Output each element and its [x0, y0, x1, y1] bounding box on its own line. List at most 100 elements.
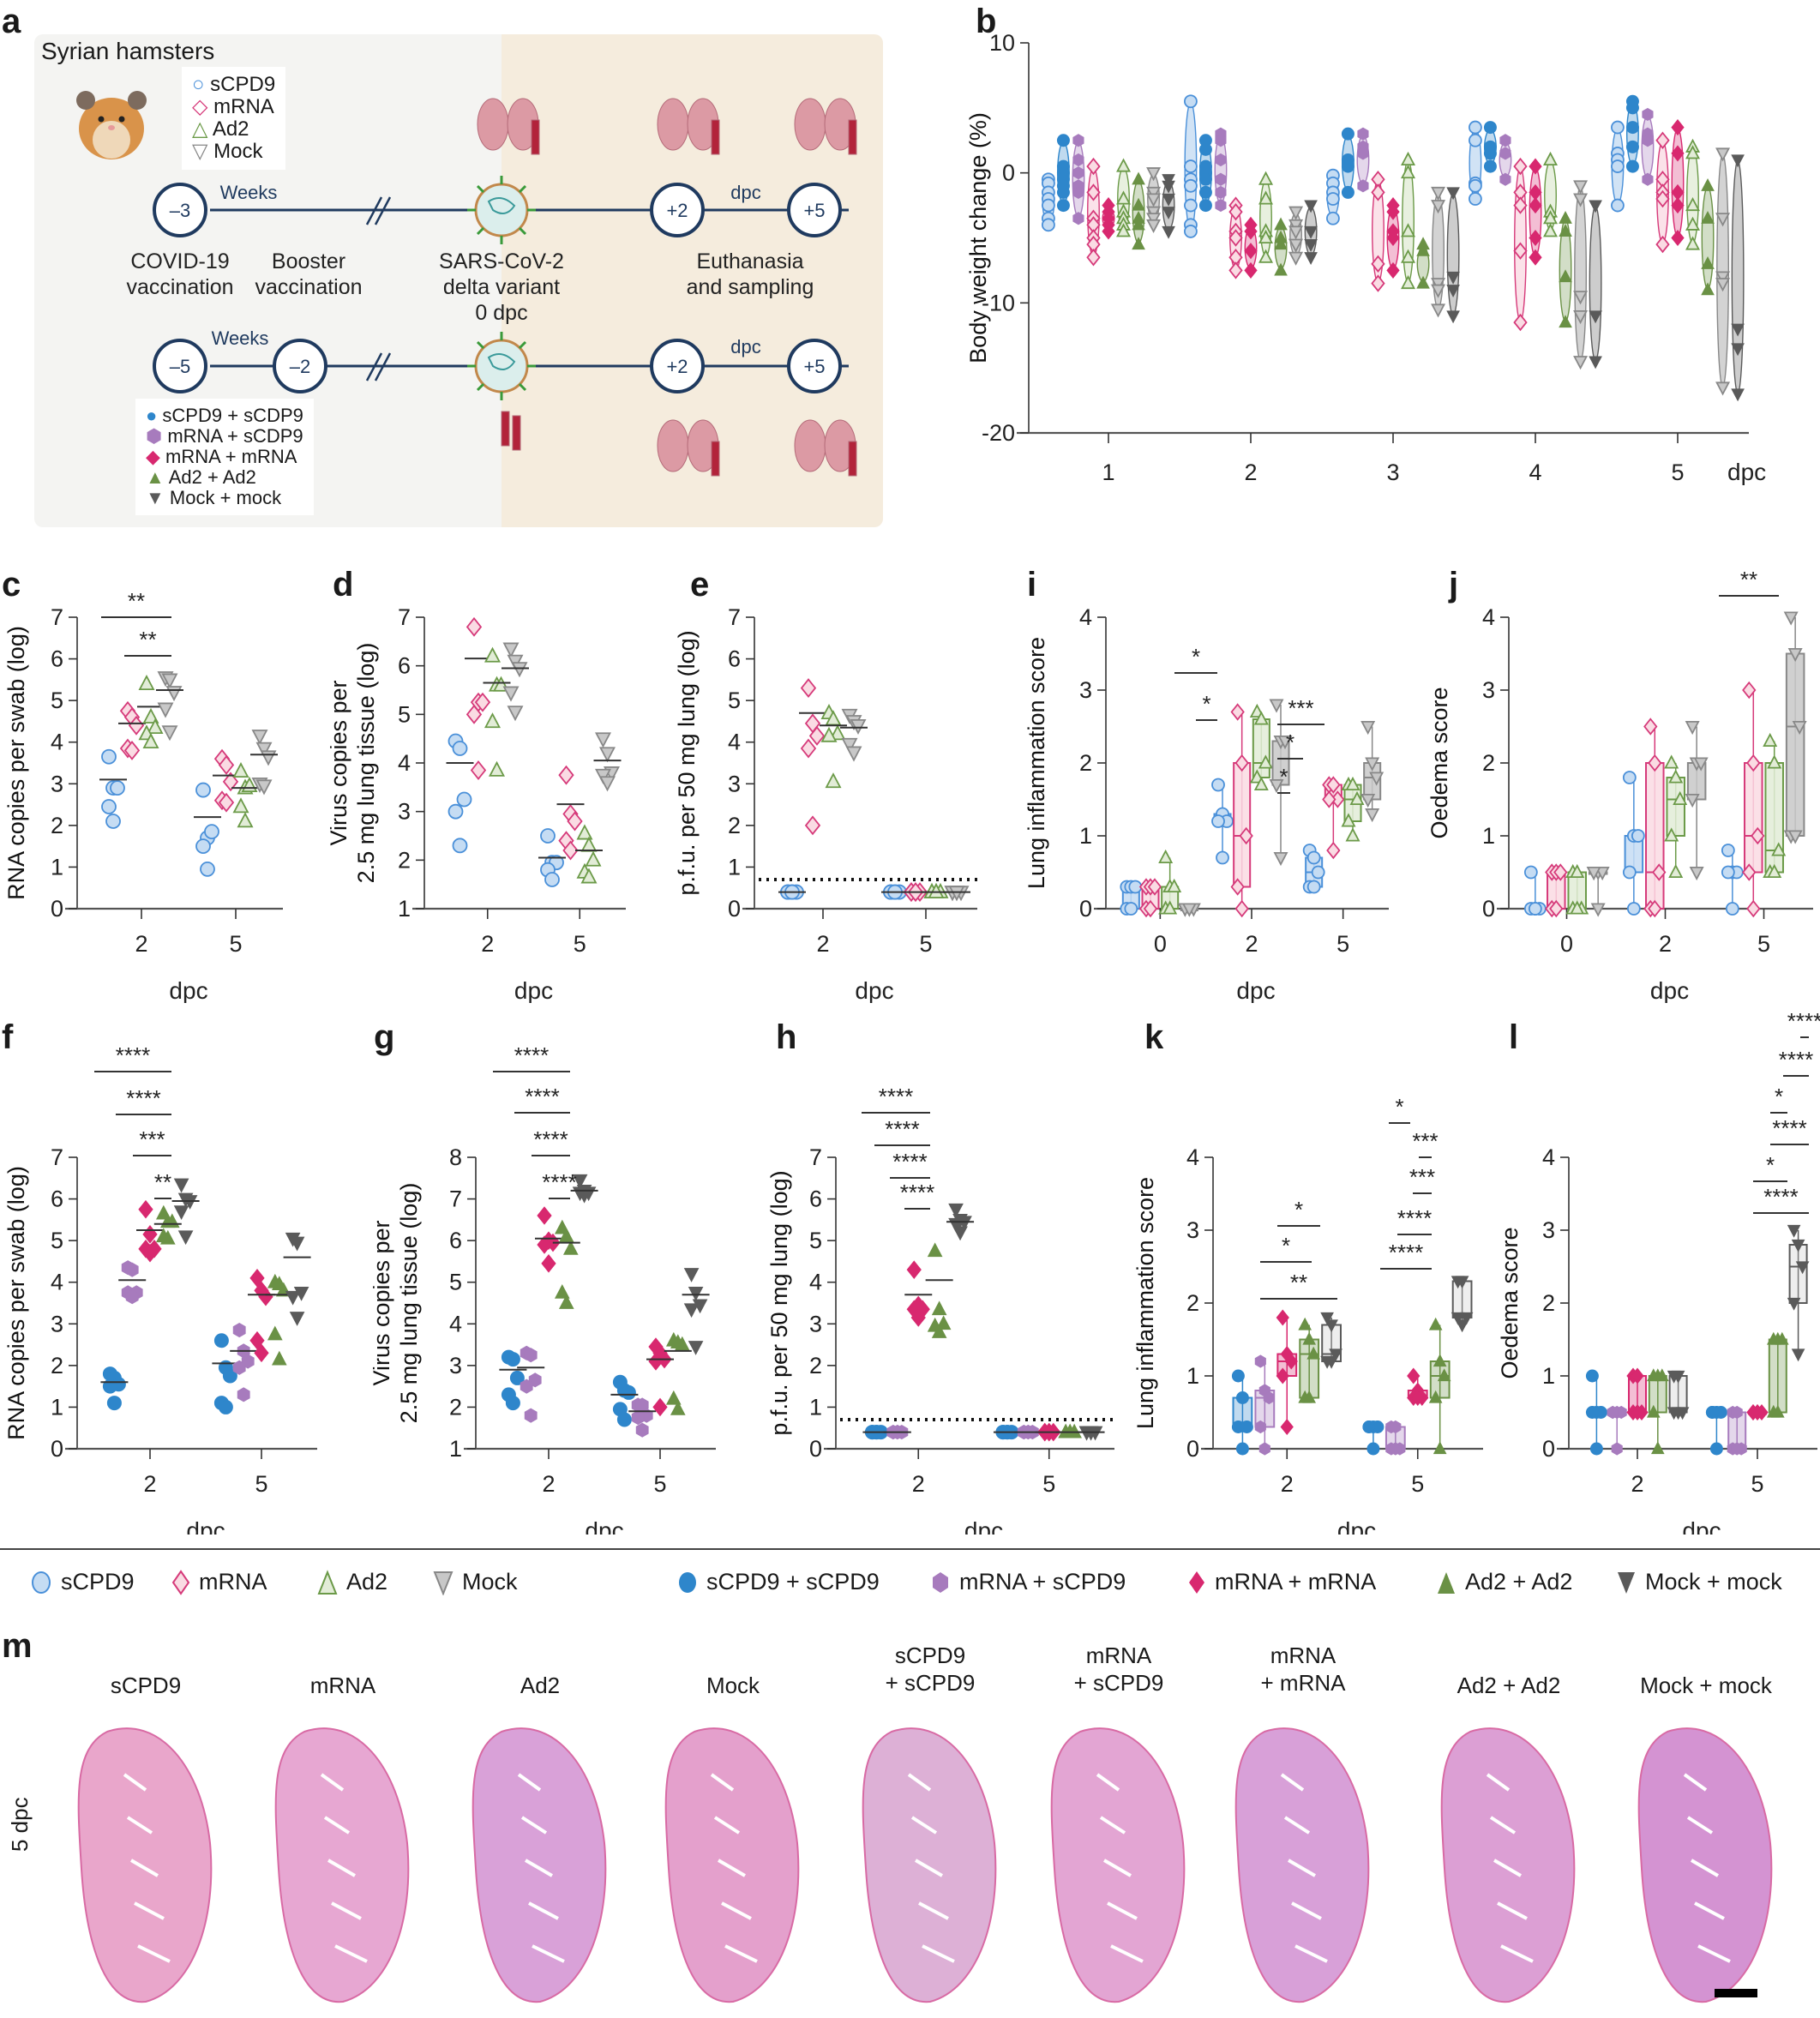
series-group [232, 1322, 255, 1402]
violin-group [1483, 121, 1497, 173]
x-tick-label: 2 [542, 1471, 555, 1497]
data-point [1626, 902, 1641, 916]
node-label: +2 [666, 356, 688, 377]
data-point [1357, 147, 1369, 160]
data-point [1529, 158, 1542, 175]
data-point [1401, 151, 1416, 166]
data-point [1671, 119, 1685, 136]
data-point [1416, 275, 1430, 289]
data-point [520, 1378, 533, 1394]
data-point [1715, 213, 1731, 227]
violin-group [1244, 216, 1258, 279]
data-point [1499, 134, 1511, 147]
data-point [1469, 133, 1482, 147]
y-axis-label: p.f.u. per 50 mg lung (log) [766, 1170, 792, 1435]
series-group [903, 882, 928, 903]
significance-label: * [1192, 644, 1200, 670]
significance-label: **** [542, 1169, 576, 1195]
significance-label: * [1395, 1094, 1403, 1120]
data-point [1086, 249, 1101, 267]
lung-section-image [1440, 1727, 1576, 2003]
legend-item: ▲ Ad2 + Ad2 [146, 467, 303, 488]
data-point [576, 1188, 592, 1204]
data-point [260, 750, 277, 766]
data-point [558, 1294, 574, 1309]
data-point [1433, 1354, 1447, 1367]
violin-group [1371, 171, 1385, 292]
box-group [1276, 1309, 1298, 1436]
timeline-node [153, 339, 207, 393]
data-point [1529, 249, 1542, 266]
significance-label: **** [126, 1085, 160, 1111]
y-tick-label: 4 [1542, 1144, 1555, 1170]
x-tick-label: 5 [574, 931, 586, 957]
y-tick-label: 3 [398, 799, 411, 825]
box-group [1742, 681, 1765, 918]
chart-virus-lung-single: 1 2 3 4 5 6 7 Virus copies per2.5 mg lung tissu… [330, 604, 626, 1003]
significance-label: * [1775, 1084, 1783, 1109]
series-group [665, 1331, 690, 1415]
x-axis-label: dpc [1650, 977, 1689, 1003]
data-point [1746, 754, 1761, 772]
box-group [1302, 844, 1325, 894]
y-tick-label: 2 [398, 847, 411, 873]
x-tick-label: 0 [1560, 931, 1573, 957]
significance-label: **** [525, 1084, 559, 1109]
data-point [1072, 153, 1084, 167]
filled-triangle-up-icon [1438, 1571, 1455, 1594]
data-point [540, 828, 556, 844]
data-point [1469, 120, 1482, 135]
data-point [1407, 1367, 1421, 1384]
data-point [1573, 309, 1589, 325]
data-point [1276, 1367, 1289, 1384]
data-point [1184, 94, 1198, 109]
series-group [251, 730, 277, 796]
data-point [1673, 790, 1688, 806]
violin [1641, 113, 1655, 181]
data-point [1701, 256, 1715, 269]
data-point [232, 1360, 246, 1375]
data-point [1731, 323, 1745, 337]
box-group [1523, 865, 1547, 916]
filled-circle-icon: ● [146, 405, 158, 426]
data-point [1787, 648, 1803, 663]
violin [1731, 159, 1745, 395]
series-group [502, 642, 528, 722]
data-point [1631, 829, 1645, 843]
data-point [456, 791, 472, 808]
node-label: –5 [170, 356, 190, 377]
data-point [1775, 1331, 1789, 1345]
data-point [562, 840, 579, 861]
data-point [1158, 849, 1174, 864]
data-point [1254, 1354, 1266, 1368]
data-point [1559, 210, 1572, 224]
data-point [585, 850, 602, 867]
data-point [1215, 185, 1227, 199]
data-point [1072, 134, 1084, 147]
data-point [1529, 229, 1542, 247]
y-tick-label: 0 [809, 1436, 822, 1462]
data-point [1725, 902, 1739, 916]
violin-group [1146, 167, 1162, 233]
series-group [648, 1337, 672, 1417]
data-point [1360, 720, 1376, 736]
box-group [1322, 776, 1345, 860]
data-point [1437, 1368, 1451, 1382]
data-point [254, 1343, 269, 1363]
box-group [1746, 1403, 1769, 1421]
y-tick-label: 1 [728, 854, 741, 880]
violin-group [1116, 158, 1132, 237]
x-tick-label: 2 [135, 931, 147, 957]
x-tick-label: 3 [1386, 459, 1399, 485]
y-tick-label: 3 [51, 1311, 63, 1336]
group-legend: sCPD9 mRNA Ad2 Mock sCPD9 + sCPD9 mRNA +… [26, 1569, 1809, 1612]
box [1645, 762, 1665, 910]
data-point [1056, 185, 1070, 199]
data-point [1086, 157, 1101, 176]
data-point [1056, 134, 1070, 147]
data-point [1349, 790, 1365, 806]
series-group [554, 1219, 579, 1309]
data-point [177, 1230, 194, 1246]
